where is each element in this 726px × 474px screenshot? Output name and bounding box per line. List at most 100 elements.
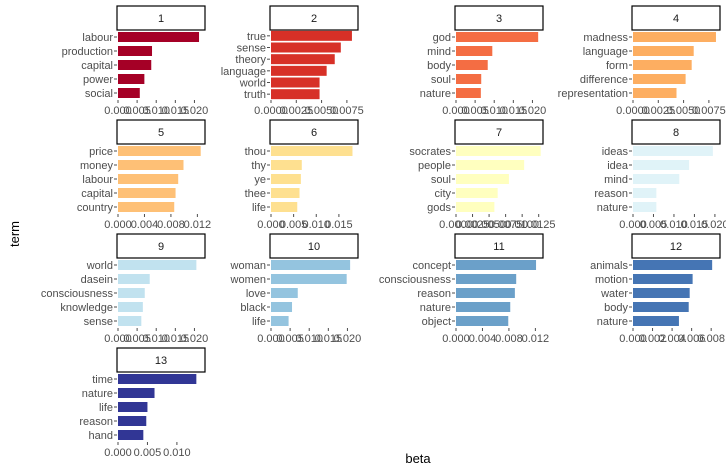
term-label: body bbox=[604, 302, 628, 314]
bar bbox=[456, 202, 495, 212]
bar bbox=[456, 188, 498, 198]
x-tick-label: 0.0025 bbox=[279, 105, 313, 117]
bar bbox=[633, 274, 693, 284]
facet-panels: 1 labour production capital power social 0.000… bbox=[41, 5, 726, 459]
x-tick-label: 0.0075 bbox=[330, 105, 364, 117]
facet-panel-3: 3godmindbodysoulnature0.0000.0050.0100.0… bbox=[420, 5, 546, 117]
x-tick-label: 0.010 bbox=[163, 447, 191, 459]
term-label: water bbox=[600, 288, 628, 300]
term-label: capital bbox=[81, 60, 113, 72]
term-label: sense bbox=[237, 43, 266, 55]
bar bbox=[271, 302, 293, 312]
bar bbox=[271, 42, 341, 53]
bar bbox=[118, 316, 142, 326]
term-label: motion bbox=[595, 274, 628, 286]
bar bbox=[633, 302, 689, 312]
term-label: representation bbox=[558, 88, 628, 100]
bar bbox=[271, 30, 352, 41]
term-label: life bbox=[252, 202, 266, 214]
x-tick-label: 0.004 bbox=[469, 333, 497, 345]
facet-strip bbox=[454, 5, 544, 31]
facet-panel-11: 11 concept consciousness reason nature object… bbox=[379, 233, 549, 345]
term-label: hand bbox=[89, 430, 113, 442]
term-label: knowledge bbox=[60, 302, 113, 314]
bar bbox=[456, 46, 493, 56]
y-axis-title: term bbox=[7, 221, 22, 247]
bar bbox=[271, 288, 298, 298]
facet-strip-label: 11 bbox=[493, 241, 504, 253]
bar bbox=[456, 260, 537, 270]
facet-strip bbox=[454, 119, 544, 145]
term-label: true bbox=[247, 31, 266, 43]
term-label: concept bbox=[412, 260, 451, 272]
x-tick-label: 0.004 bbox=[658, 333, 686, 345]
term-label: woman bbox=[230, 260, 266, 272]
bar bbox=[118, 430, 144, 440]
bar bbox=[271, 54, 335, 65]
x-tick-label: 0.0050 bbox=[305, 105, 339, 117]
x-tick-label: 0.010 bbox=[142, 105, 170, 117]
x-tick-label: 0.008 bbox=[697, 333, 725, 345]
bar bbox=[118, 274, 150, 284]
term-label: mind bbox=[604, 174, 628, 186]
term-label: language bbox=[221, 66, 266, 78]
bar bbox=[456, 302, 511, 312]
term-label: world bbox=[239, 78, 266, 90]
term-label: women bbox=[230, 274, 266, 286]
bar bbox=[633, 32, 716, 42]
facet-strip-label: 3 bbox=[496, 13, 502, 25]
facet-strip-label: 10 bbox=[308, 241, 320, 253]
x-tick-label: 0.015 bbox=[325, 219, 353, 231]
facet-strip-label: 12 bbox=[670, 241, 682, 253]
x-tick-label: 0.020 bbox=[701, 219, 726, 231]
facet-panel-13: 13 time nature life reason hand 0.000 0.005 0.01… bbox=[79, 347, 206, 459]
x-tick-label: 0.002 bbox=[639, 333, 667, 345]
x-tick-label: 0.000 bbox=[257, 333, 285, 345]
facet-panel-6: 6 thou thy ye thee life 0.0000.0050.0100.015 bbox=[245, 119, 359, 231]
facet-panel-7: 7socratespeoplesoulcitygods0.00000.00250… bbox=[409, 119, 556, 231]
facet-strip-label: 1 bbox=[158, 13, 164, 25]
term-label: reason bbox=[417, 288, 451, 300]
x-tick-label: 0.000 bbox=[619, 333, 647, 345]
bar bbox=[456, 88, 481, 98]
x-tick-label: 0.006 bbox=[678, 333, 706, 345]
bar bbox=[633, 202, 657, 212]
x-tick-label: 0.0000 bbox=[616, 105, 650, 117]
bar bbox=[271, 274, 347, 284]
bar bbox=[456, 32, 539, 42]
bar bbox=[633, 288, 690, 298]
term-label: production bbox=[62, 46, 113, 58]
facet-panel-9: 9 world dasein consciousness knowledge sense 0… bbox=[41, 233, 208, 345]
facet-strip-label: 4 bbox=[673, 13, 679, 25]
bar bbox=[118, 88, 140, 98]
x-tick-label: 0.000 bbox=[104, 105, 132, 117]
bar bbox=[633, 160, 690, 170]
bar bbox=[456, 274, 517, 284]
term-label: money bbox=[80, 160, 114, 172]
term-label: thy bbox=[251, 160, 266, 172]
term-label: soul bbox=[431, 74, 451, 86]
bar bbox=[118, 188, 176, 198]
facet-strip bbox=[269, 5, 359, 31]
bar bbox=[456, 74, 482, 84]
x-tick-label: 0.008 bbox=[495, 333, 523, 345]
x-tick-label: 0.020 bbox=[334, 333, 362, 345]
term-label: thou bbox=[245, 146, 266, 158]
x-tick-label: 0.020 bbox=[181, 105, 209, 117]
x-tick-label: 0.0100 bbox=[505, 219, 539, 231]
facet-strip bbox=[269, 119, 359, 145]
term-label: labour bbox=[82, 174, 113, 186]
facet-strip-label: 8 bbox=[673, 127, 679, 139]
x-tick-label: 0.015 bbox=[162, 333, 190, 345]
x-tick-label: 0.0050 bbox=[667, 105, 701, 117]
bar bbox=[633, 60, 692, 70]
bar bbox=[118, 260, 197, 270]
bar bbox=[456, 60, 488, 70]
facet-strip bbox=[116, 233, 206, 259]
facet-panel-4: 4 madness language form difference representa… bbox=[558, 5, 726, 117]
bar bbox=[633, 46, 694, 56]
term-label: people bbox=[418, 160, 451, 172]
bar bbox=[271, 316, 289, 326]
term-label: life bbox=[99, 402, 113, 414]
